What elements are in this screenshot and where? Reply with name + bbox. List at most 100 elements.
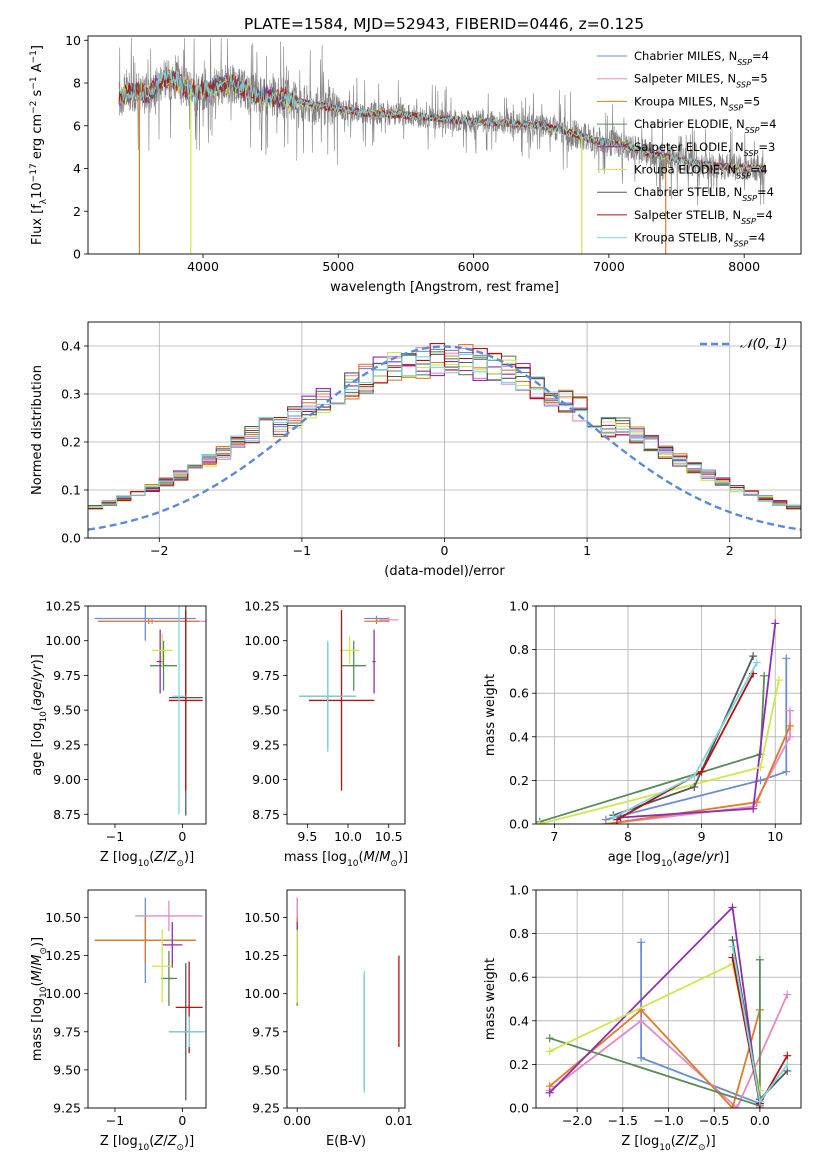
y-tick-label: 9.75: [53, 1024, 81, 1039]
gaussian-curve: [88, 345, 801, 531]
y-axis-label: mass weight: [483, 674, 498, 756]
y-tick-label: 9.25: [53, 1101, 81, 1116]
y-tick-label: 9.25: [53, 737, 81, 752]
weight-marker: [690, 782, 699, 791]
y-tick-label: 10.25: [244, 599, 280, 614]
weight-marker: [774, 676, 783, 685]
y-tick-label: 0.4: [509, 729, 529, 744]
x-tick-label: 0.0: [750, 1113, 770, 1128]
x-axis-label: Z [log10(Z/Z⊙)]: [100, 850, 194, 869]
axes-frame: [87, 605, 207, 825]
y-tick-label: 10.00: [244, 633, 280, 648]
axes-frame: [87, 889, 207, 1109]
x-tick-label: 10.0: [334, 829, 362, 844]
weight-marker: [749, 804, 758, 813]
axes-frame: [286, 889, 406, 1109]
x-tick-label: 0: [441, 543, 449, 558]
weight-marker: [771, 619, 780, 628]
y-axis-label: Flux [fλ10−17 erg cm−2 s−1 A−1]: [29, 45, 49, 245]
y-tick-label: 9.25: [252, 1101, 280, 1116]
weight-marker: [782, 654, 791, 663]
axes-weight_vs_Z: −2.0 −1.5 −1.0 −0.5 0.0 0.0 0.2 0.4 0.6 0.8 1.0 Z […: [483, 883, 802, 1153]
weight-line: [549, 905, 761, 1108]
x-tick-label: 0: [178, 829, 186, 844]
weight-marker: [756, 763, 765, 772]
x-tick-label: 9: [698, 829, 706, 844]
legend-label: Kroupa ELODIE, NSSP=4: [634, 163, 768, 181]
y-tick-label: 9.00: [53, 772, 81, 787]
weight-marker: [785, 732, 794, 741]
y-tick-label: 0.0: [61, 531, 81, 546]
weight-marker: [755, 955, 764, 964]
y-tick-label: 9.75: [53, 668, 81, 683]
y-tick-label: 1.0: [509, 599, 529, 614]
weight-marker: [637, 1053, 646, 1062]
weight-line: [605, 658, 788, 821]
plot-area: [296, 897, 400, 1093]
weight-marker: [545, 1034, 554, 1043]
y-tick-label: 9.50: [53, 703, 81, 718]
y-tick-label: 0.4: [509, 1013, 529, 1028]
x-tick-label: −1: [293, 543, 311, 558]
y-tick-label: 0.2: [509, 1057, 529, 1072]
plot-area: [536, 606, 801, 824]
model-spectrum: [118, 69, 765, 173]
x-axis-label: E(B-V): [326, 1134, 366, 1149]
x-tick-label: 7000: [593, 259, 625, 274]
y-tick-label: 10.25: [244, 948, 280, 963]
x-tick-label: 0: [178, 1113, 186, 1128]
y-tick-label: 0.6: [509, 970, 529, 985]
legend-label: Chabrier ELODIE, NSSP=4: [634, 117, 776, 135]
plot-area: [94, 606, 206, 816]
y-tick-label: 0.6: [509, 686, 529, 701]
y-tick-label: 4: [73, 161, 81, 176]
legend-label: 𝒩(0, 1): [740, 337, 787, 352]
legend-label: Kroupa MILES, NSSP=5: [634, 94, 760, 112]
y-tick-label: 9.50: [252, 703, 280, 718]
weight-line: [620, 623, 777, 819]
y-tick-label: 10.00: [45, 986, 81, 1001]
weight-marker: [760, 671, 769, 680]
plot-area: [88, 322, 801, 538]
weight-marker: [690, 772, 699, 781]
x-axis-label: Z [log10(Z/Z⊙)]: [621, 1134, 715, 1153]
y-tick-label: 8.75: [252, 807, 280, 822]
weight-marker: [545, 1088, 554, 1097]
y-tick-label: 0.3: [61, 387, 81, 402]
weight-marker: [756, 776, 765, 785]
legend-label: Salpeter ELODIE, NSSP=3: [634, 140, 775, 158]
y-tick-label: 0.8: [509, 642, 529, 657]
weight-marker: [755, 1097, 764, 1106]
y-tick-label: 0.8: [509, 926, 529, 941]
x-axis-label: wavelength [Angstrom, rest frame]: [330, 280, 559, 295]
weight-line: [549, 994, 789, 1108]
y-tick-label: 2: [73, 204, 81, 219]
weight-marker: [749, 652, 758, 661]
weight-marker: [733, 1104, 742, 1108]
weight-marker: [752, 658, 761, 667]
weight-marker: [728, 1104, 737, 1108]
axes-spectrum: Chabrier MILES, NSSP=4 Salpeter MILES, NS…: [29, 33, 802, 295]
weight-line: [640, 942, 761, 1108]
axes-age_vs_Z: −1 0 8.75 9.00 9.25 9.50 9.75 10.00 10.25 Z [log1…: [30, 599, 207, 869]
x-axis-label: mass [log10(M/M⊙)]: [284, 850, 408, 869]
y-tick-label: 10.00: [45, 633, 81, 648]
weight-line: [616, 673, 754, 821]
y-tick-label: 0.1: [61, 483, 81, 498]
x-tick-label: −1: [106, 1113, 124, 1128]
y-tick-label: 10.50: [244, 910, 280, 925]
x-axis-label: (data-model)/error: [384, 564, 505, 579]
weight-marker: [637, 938, 646, 947]
legend-label: Salpeter MILES, NSSP=5: [634, 72, 768, 90]
x-tick-label: 7: [550, 829, 558, 844]
weight-marker: [728, 942, 737, 951]
y-axis-label: Normed distribution: [30, 365, 45, 495]
y-tick-label: 10.50: [45, 910, 81, 925]
axes-age_vs_mass: 9.5 10.0 10.5 8.75 9.00 9.25 9.50 9.75 10.00 10.2…: [244, 599, 408, 870]
y-tick-label: 0.4: [61, 339, 81, 354]
y-tick-label: 10.00: [244, 986, 280, 1001]
weight-marker: [728, 903, 737, 912]
x-axis-label: age [log10(age/yr)]: [608, 850, 730, 869]
y-tick-label: 0.2: [509, 773, 529, 788]
